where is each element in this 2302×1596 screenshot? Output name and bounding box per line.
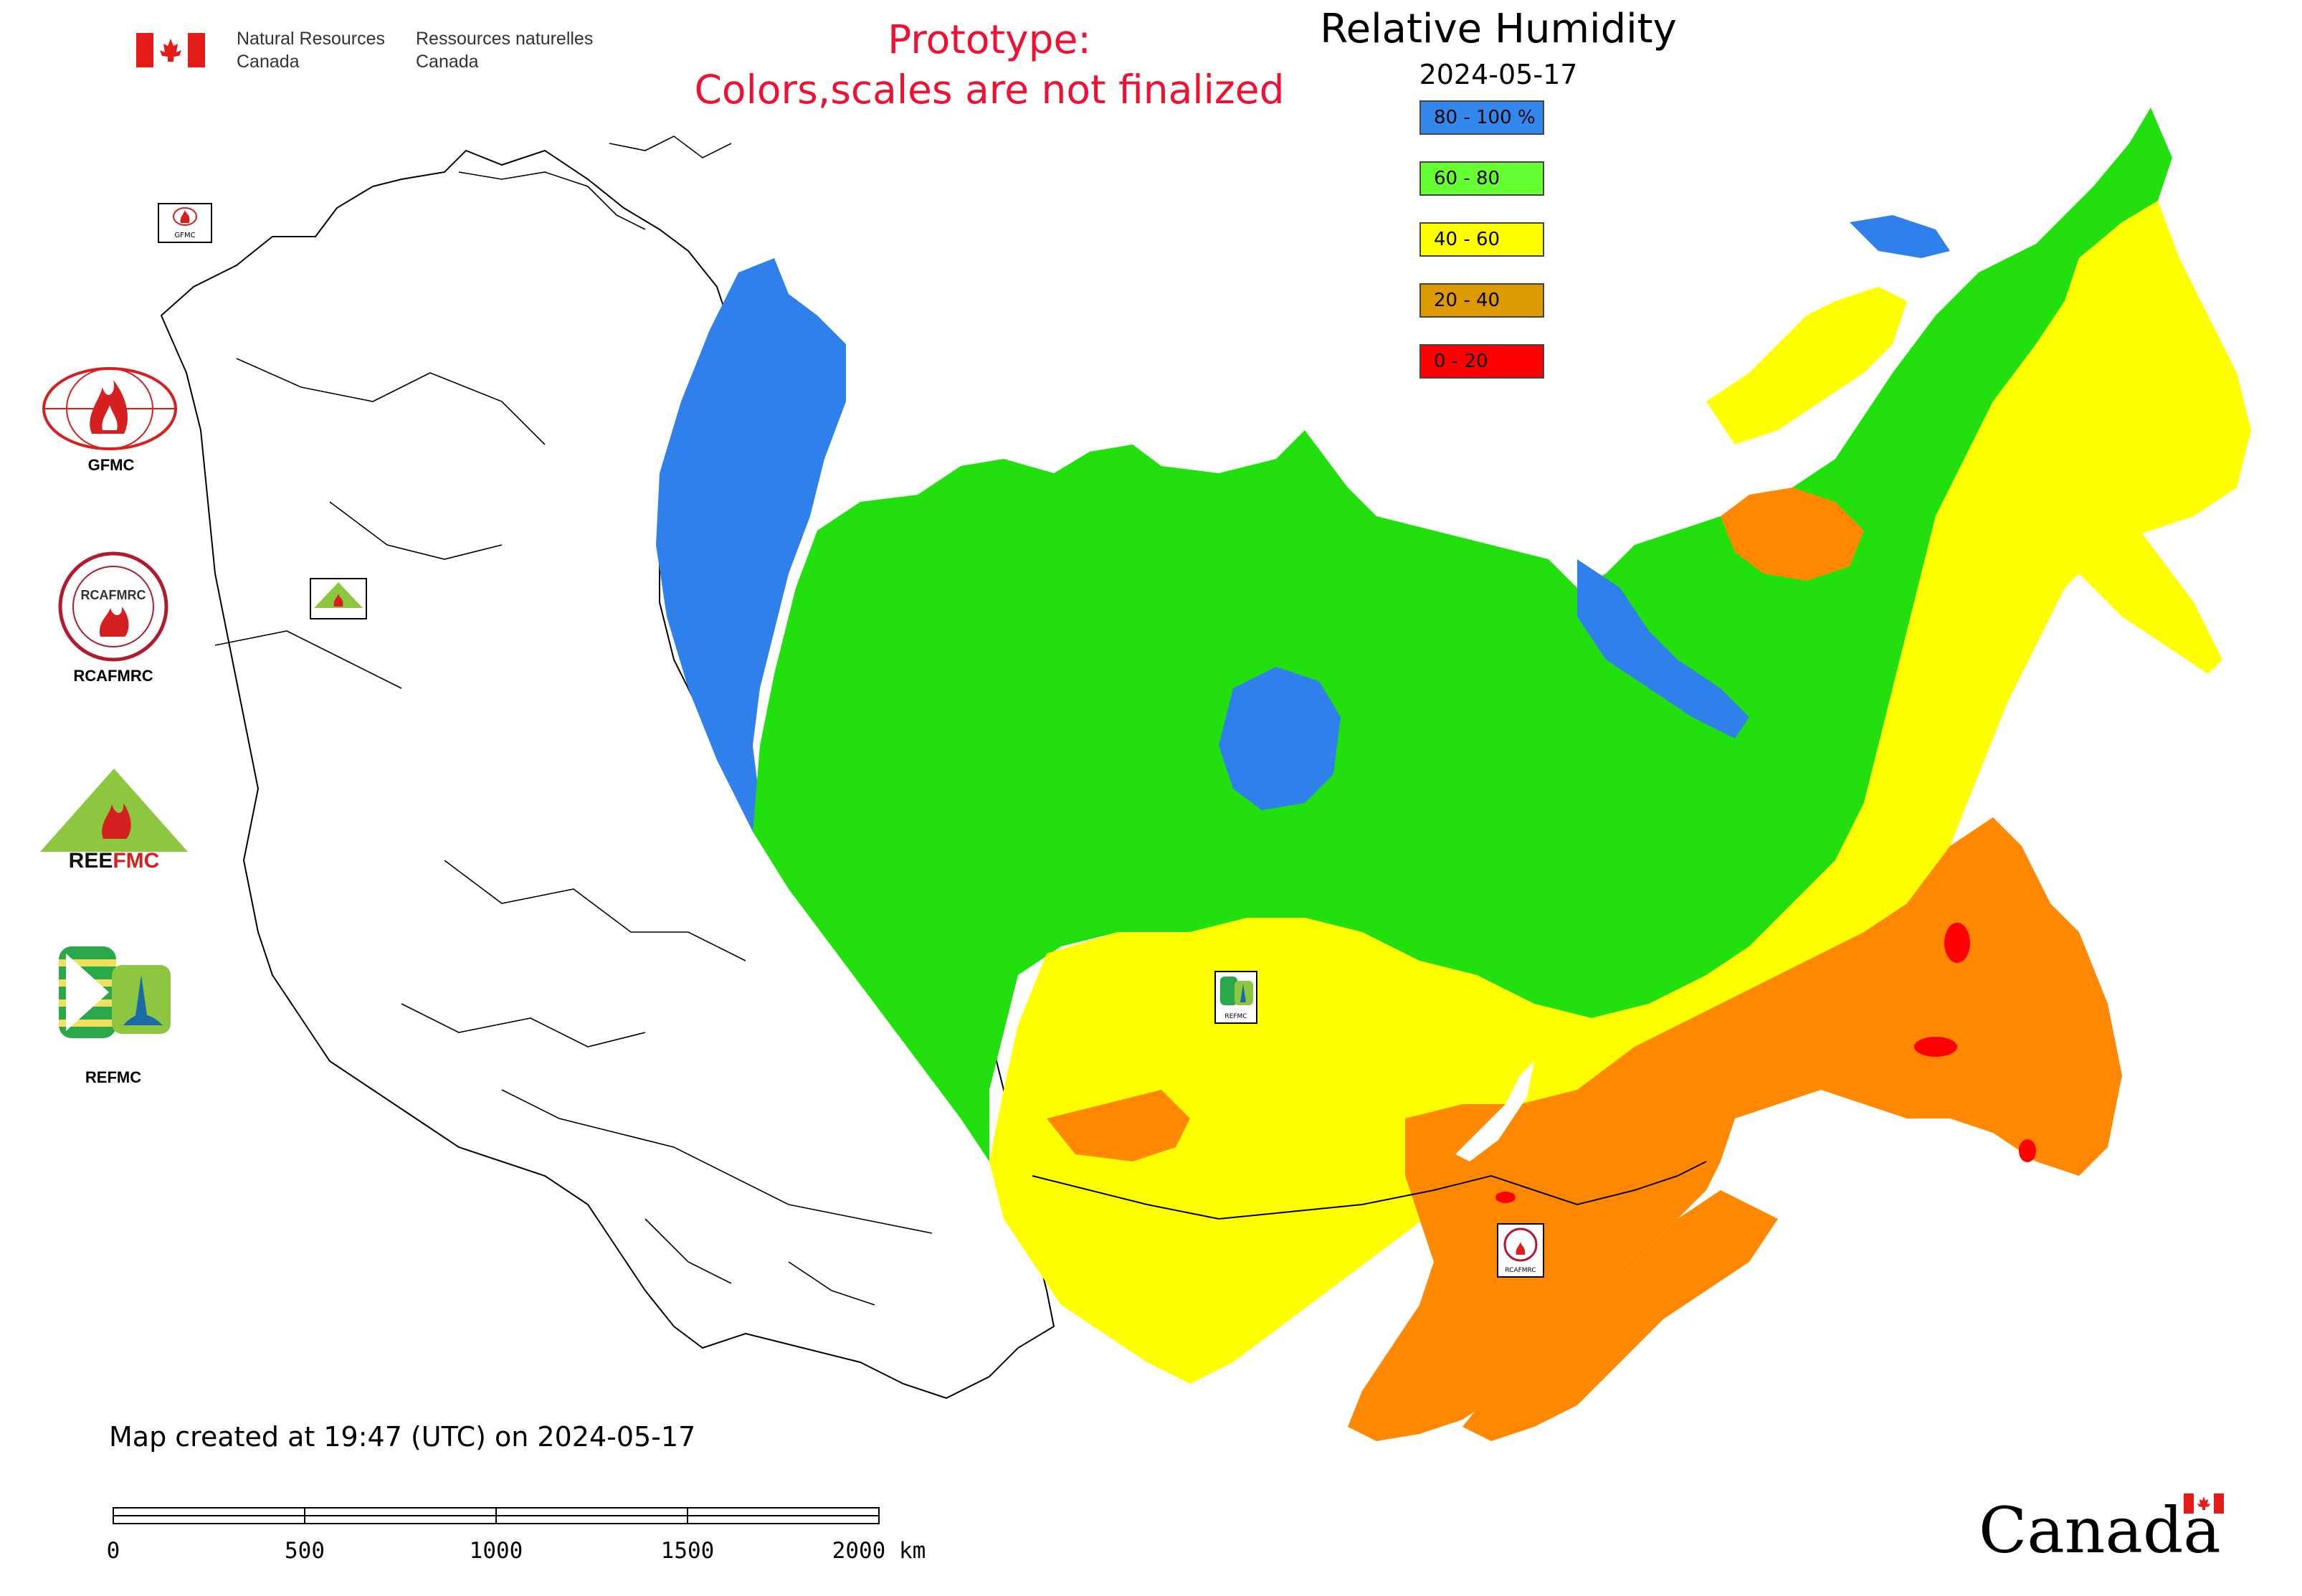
- legend-item-80-100: 80 - 100 %: [1419, 100, 1544, 135]
- svg-text:REEFMC: REEFMC: [69, 849, 160, 873]
- department-name-fr: Ressources naturelles Canada: [416, 29, 594, 72]
- refmc-label: REFMC: [85, 1068, 142, 1086]
- canada-wordmark-text: Canada: [1979, 1493, 2221, 1567]
- legend-item-0-20: 0 - 20: [1419, 344, 1544, 379]
- refmc-logo-icon: [59, 946, 171, 1038]
- canada-wordmark: Canada: [1979, 1488, 2237, 1567]
- scale-tick-0: 0: [108, 1538, 120, 1564]
- rcafmrc-map-marker[interactable]: RCAFMRC: [1497, 1223, 1544, 1278]
- legend-item-20-40: 20 - 40: [1419, 283, 1544, 318]
- humidity-zone-orange-mongolia: [1462, 1190, 1778, 1441]
- reefmc-map-marker[interactable]: [310, 578, 367, 619]
- scale-bar: 0 500 1000 1500 2000 km: [108, 1507, 926, 1564]
- gfmc-logo-icon: [42, 367, 177, 450]
- rcafmrc-logo-icon: RCAFMRC: [58, 551, 168, 662]
- humidity-zone-red-1: [1944, 923, 1970, 963]
- reefmc-logo-icon: REEFMC: [40, 769, 188, 873]
- humidity-zone-blue-east: [1577, 559, 1749, 738]
- refmc-marker-icon: [1220, 977, 1253, 1005]
- gfmc-map-marker[interactable]: GFMC: [158, 203, 212, 243]
- gfmc-marker-icon: [173, 207, 197, 226]
- svg-text:RCAFMRC: RCAFMRC: [81, 588, 146, 602]
- reefmc-marker-icon: [314, 582, 363, 608]
- humidity-zone-yellow-kamchatka: [2022, 430, 2222, 674]
- legend-date: 2024-05-17: [1419, 59, 1578, 90]
- rcafmrc-label: RCAFMRC: [73, 667, 153, 685]
- gfmc-marker-label: GFMC: [174, 232, 196, 239]
- scale-tick-2000: 2000 km: [832, 1538, 926, 1564]
- scale-tick-500: 500: [285, 1538, 325, 1564]
- prototype-notice-line1: Prototype:: [888, 16, 1091, 62]
- coastline-north: [458, 136, 732, 230]
- humidity-zone-red-2: [1914, 1037, 1957, 1057]
- humidity-zone-yellow: [989, 201, 2251, 1384]
- humidity-zone-blue-northeast: [1850, 215, 1950, 258]
- department-name-en: Natural Resources Canada: [237, 29, 386, 72]
- prototype-notice: Prototype: Colors,scales are not finaliz…: [631, 14, 1348, 115]
- canada-flag-icon: [136, 33, 205, 67]
- humidity-zone-orange-yakutia: [1721, 488, 1864, 581]
- canada-wordmark-flag-icon: [2184, 1493, 2224, 1514]
- rcafmrc-marker-icon: [1503, 1227, 1538, 1262]
- humidity-zone-red-3: [2019, 1139, 2036, 1162]
- humidity-zone-blue-central: [1219, 667, 1341, 810]
- humidity-zone-green: [753, 108, 2172, 1162]
- internal-borders: [214, 358, 933, 1306]
- refmc-marker-label: REFMC: [1224, 1013, 1247, 1020]
- legend-title: Relative Humidity: [1320, 6, 1677, 52]
- humidity-zone-yellow-north: [1706, 287, 1907, 445]
- scale-tick-1500: 1500: [661, 1538, 715, 1564]
- lake-baikal: [1455, 1061, 1534, 1162]
- humidity-zone-blue-west: [656, 258, 846, 832]
- map-created-timestamp: Map created at 19:47 (UTC) on 2024-05-17: [109, 1421, 696, 1453]
- prototype-notice-line2: Colors,scales are not finalized: [694, 67, 1285, 113]
- humidity-zone-orange-southwest: [1047, 1090, 1190, 1162]
- refmc-map-marker[interactable]: REFMC: [1214, 971, 1257, 1024]
- legend-item-60-80: 60 - 80: [1419, 161, 1544, 196]
- humidity-zone-red-4: [1495, 1192, 1516, 1203]
- scale-tick-1000: 1000: [470, 1538, 523, 1564]
- legend-item-40-60: 40 - 60: [1419, 222, 1544, 257]
- border-line-south: [1032, 1161, 1707, 1220]
- nrcan-signature: Natural Resources Canada Ressources natur…: [136, 27, 609, 77]
- humidity-zone-orange: [1348, 817, 2122, 1441]
- rcafmrc-marker-label: RCAFMRC: [1505, 1267, 1536, 1274]
- gfmc-label: GFMC: [87, 456, 135, 474]
